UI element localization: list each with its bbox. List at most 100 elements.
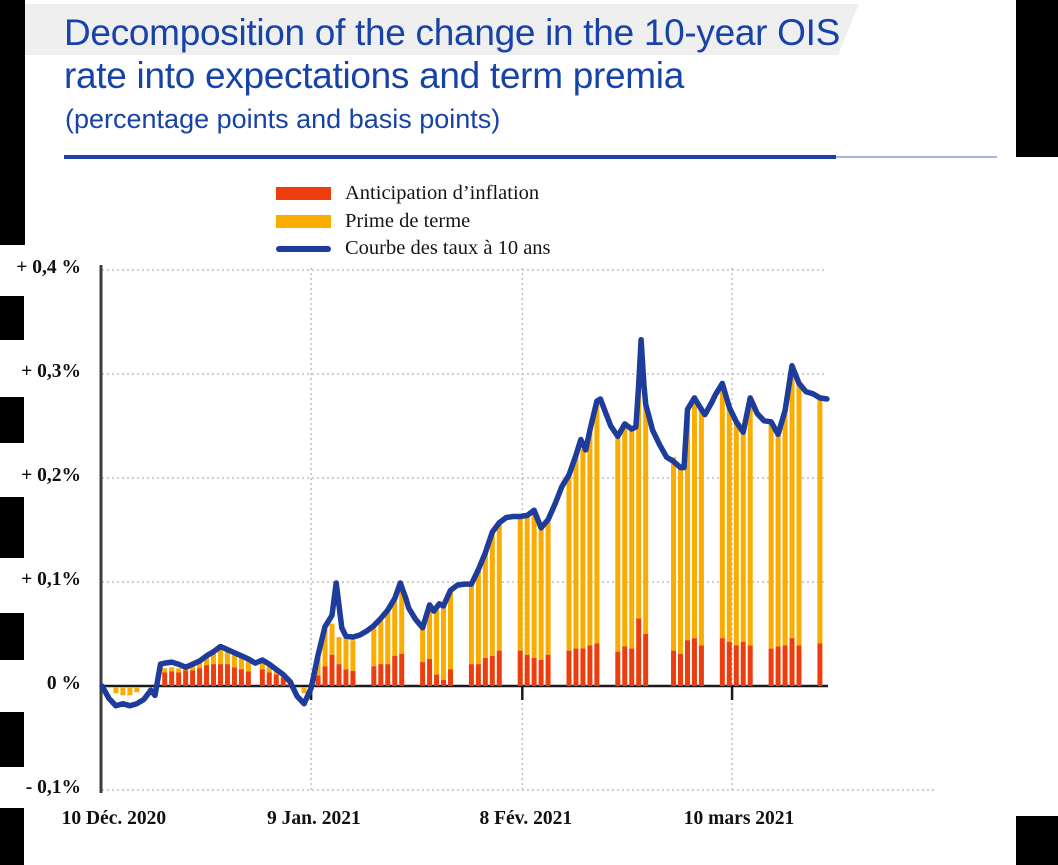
- redaction-block: [0, 397, 24, 443]
- bar-term-premium: [629, 430, 635, 649]
- bar-inflation: [629, 648, 635, 686]
- bar-inflation: [643, 634, 649, 686]
- bar-inflation: [538, 660, 544, 686]
- bar-inflation: [266, 672, 272, 686]
- bar-inflation: [448, 669, 453, 686]
- bar-term-premium-negative: [113, 687, 119, 694]
- bar-inflation: [615, 651, 621, 686]
- bar-term-premium: [350, 640, 356, 671]
- bar-term-premium: [747, 397, 753, 646]
- redaction-block: [0, 712, 24, 767]
- bar-inflation: [273, 674, 279, 686]
- bar-term-premium: [517, 517, 523, 651]
- bar-term-premium: [322, 629, 328, 667]
- bar-term-premium: [224, 650, 230, 665]
- bar-inflation: [434, 674, 440, 686]
- bar-inflation: [726, 641, 732, 686]
- bar-inflation: [350, 670, 356, 686]
- legend-color-swatch: [276, 187, 331, 200]
- bar-inflation: [378, 664, 384, 686]
- y-axis-label: + 0,3%: [21, 361, 81, 382]
- bar-inflation: [441, 679, 447, 686]
- bar-inflation: [775, 646, 781, 686]
- title-underline-light: [836, 156, 997, 158]
- legend-line-swatch: [276, 246, 331, 252]
- bar-inflation: [190, 670, 196, 686]
- bar-term-premium: [162, 668, 168, 673]
- redaction-block: [0, 0, 25, 245]
- bar-inflation: [622, 646, 628, 686]
- bar-term-premium: [622, 424, 628, 647]
- bar-term-premium-negative: [120, 687, 126, 696]
- bar-term-premium: [190, 666, 196, 671]
- bar-inflation: [475, 664, 481, 686]
- bar-term-premium: [643, 404, 649, 634]
- x-axis-label: 10 Déc. 2020: [61, 808, 167, 829]
- bar-term-premium: [566, 475, 572, 651]
- bar-inflation: [217, 664, 223, 686]
- bar-term-premium: [197, 662, 203, 669]
- bar-inflation: [496, 650, 502, 686]
- bar-term-premium: [482, 553, 488, 658]
- bar-term-premium: [371, 627, 377, 667]
- bar-inflation: [573, 648, 579, 686]
- bar-inflation: [427, 658, 433, 686]
- bar-inflation: [245, 671, 251, 686]
- bar-term-premium: [343, 638, 349, 670]
- bar-inflation: [392, 655, 398, 686]
- bar-term-premium: [531, 511, 537, 658]
- bar-inflation: [698, 645, 704, 686]
- bar-term-premium: [448, 590, 453, 670]
- bar-term-premium: [691, 398, 697, 639]
- bar-term-premium: [441, 603, 447, 680]
- bar-term-premium: [726, 407, 732, 642]
- bar-inflation: [782, 645, 788, 686]
- y-axis-label: + 0,1%: [21, 569, 81, 590]
- bar-inflation: [385, 664, 391, 686]
- bar-inflation: [224, 664, 230, 686]
- bar-term-premium: [336, 637, 342, 665]
- redaction-block: [0, 808, 24, 865]
- bar-inflation: [768, 648, 774, 686]
- bar-term-premium: [615, 437, 621, 652]
- legend-label: Anticipation d’inflation: [345, 182, 540, 204]
- bar-inflation: [545, 654, 551, 686]
- bar-inflation: [322, 666, 328, 686]
- bar-inflation: [468, 664, 474, 686]
- bar-inflation: [691, 638, 697, 686]
- bar-term-premium: [259, 661, 265, 670]
- bar-term-premium: [768, 421, 774, 649]
- title-background-banner: [25, 4, 859, 55]
- bar-term-premium: [545, 521, 551, 655]
- redaction-block: [0, 613, 24, 660]
- bar-term-premium: [217, 648, 223, 665]
- bar-inflation: [399, 653, 405, 686]
- bar-term-premium: [740, 433, 746, 642]
- bar-term-premium: [580, 448, 586, 649]
- bar-term-premium-negative: [127, 687, 133, 696]
- bar-inflation: [371, 666, 377, 686]
- bar-term-premium: [775, 433, 781, 647]
- bar-term-premium-negative: [134, 687, 140, 693]
- bar-term-premium: [524, 516, 530, 655]
- title-underline-dark: [64, 155, 836, 159]
- bar-inflation: [420, 662, 426, 686]
- bar-term-premium: [496, 523, 502, 651]
- bar-inflation: [531, 657, 537, 686]
- bar-term-premium: [789, 366, 795, 639]
- bar-term-premium: [385, 612, 391, 665]
- bar-term-premium: [733, 421, 739, 646]
- bar-inflation: [796, 645, 802, 686]
- bar-inflation: [183, 670, 189, 686]
- bar-term-premium: [538, 527, 544, 660]
- bar-inflation: [747, 645, 753, 686]
- bar-inflation: [594, 643, 600, 686]
- bar-inflation: [817, 643, 823, 686]
- bar-term-premium: [671, 457, 677, 651]
- bar-term-premium: [489, 533, 495, 656]
- bar-term-premium: [176, 668, 182, 673]
- bar-term-premium: [420, 627, 426, 663]
- y-axis-label: + 0,2%: [21, 465, 81, 486]
- bar-term-premium: [594, 401, 600, 644]
